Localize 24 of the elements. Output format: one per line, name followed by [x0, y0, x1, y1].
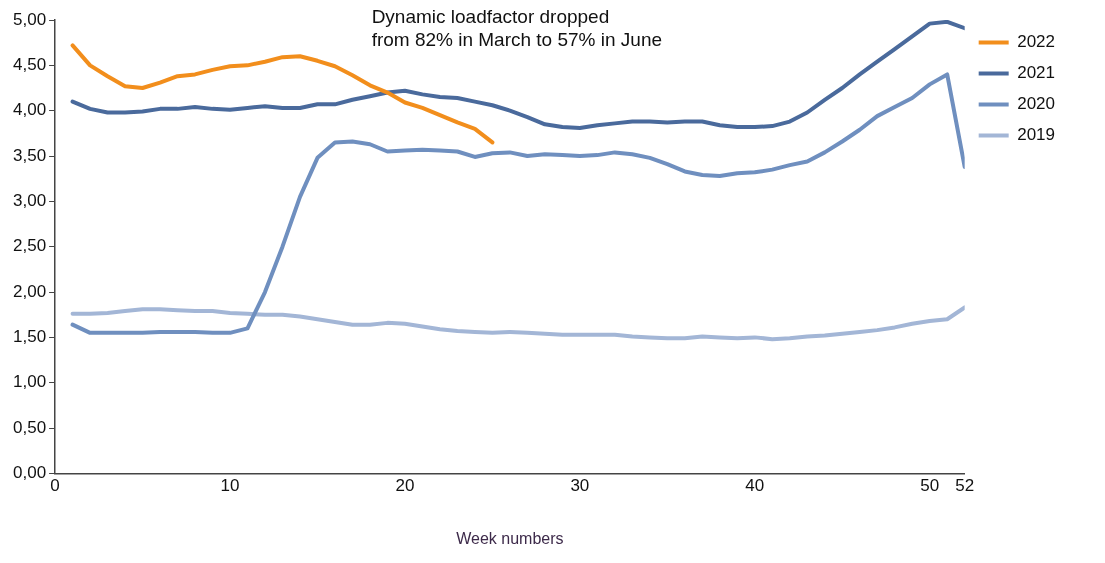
y-tick-label: 0,00	[12, 463, 47, 483]
y-tick-label: 0,50	[12, 417, 47, 437]
x-axis-title: Week numbers	[456, 529, 564, 547]
x-tick-label: 20	[395, 476, 415, 496]
y-tick-label: 1,50	[12, 327, 47, 347]
y-tick-label: 3,00	[12, 191, 47, 211]
x-tick-label: 0	[50, 476, 60, 496]
x-tick-label: 40	[745, 476, 765, 496]
x-tick-label: 10	[220, 476, 240, 496]
y-tick-label: 3,50	[12, 145, 47, 165]
y-tick-label: 4,00	[12, 100, 47, 120]
x-tick-label: 50	[920, 476, 940, 496]
legend-label: 2020	[1017, 94, 1056, 114]
legend-label: 2019	[1017, 125, 1056, 145]
y-tick-label: 5,00	[12, 9, 47, 29]
y-tick-label: 1,00	[12, 372, 47, 392]
annotation: Dynamic loadfactor dropped from 82% in March to 57% in June	[371, 5, 663, 50]
y-tick-label: 4,50	[12, 55, 47, 75]
legend-label: 2022	[1017, 32, 1056, 52]
x-tick-label: 30	[570, 476, 590, 496]
y-tick-label: 2,00	[12, 281, 47, 301]
x-tick-label: 52	[955, 476, 975, 496]
legend-label: 2021	[1017, 63, 1056, 83]
y-tick-label: 2,50	[12, 236, 47, 256]
